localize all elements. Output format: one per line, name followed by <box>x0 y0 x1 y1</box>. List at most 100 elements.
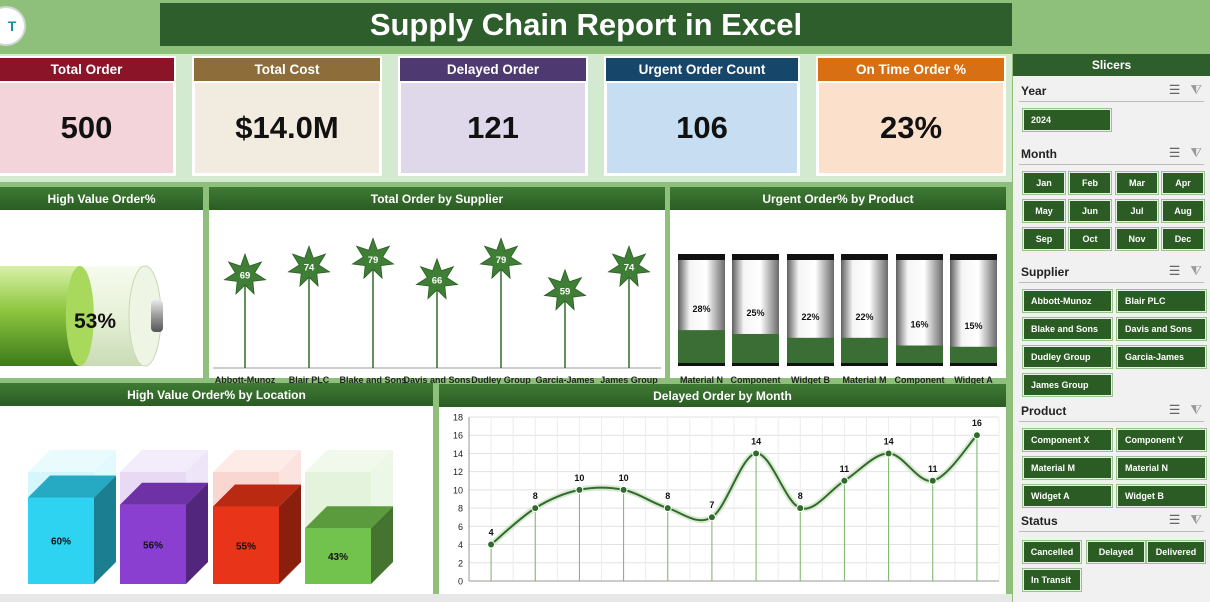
supplier-panel: Total Order by Supplier 69 Abbott-Munoz 74… <box>209 187 665 385</box>
urgent-chart-title: Urgent Order% by Product <box>670 187 1006 210</box>
slicer-chip-month[interactable]: May <box>1022 199 1066 223</box>
supplier-category-label: Dudley Group <box>471 375 531 385</box>
kpi-value: $14.0M <box>192 83 382 176</box>
slicer-title-supplier: Supplier <box>1021 265 1070 279</box>
supplier-star <box>351 237 395 280</box>
product-tube-base <box>841 363 888 366</box>
slicer-chip-product[interactable]: Component X <box>1022 428 1113 452</box>
slicer-chip-month[interactable]: Sep <box>1022 227 1066 251</box>
location-bar-front <box>28 497 94 584</box>
slicer-chip-month[interactable]: Jan <box>1022 171 1066 195</box>
clear-filter-icon[interactable]: ⧨ <box>1190 402 1202 417</box>
product-tube-cap <box>732 254 779 260</box>
product-tube-cap <box>678 254 725 260</box>
supplier-star <box>479 237 523 280</box>
delayed-point <box>531 504 540 513</box>
product-fill <box>950 346 997 366</box>
delayed-value-label: 10 <box>574 473 584 483</box>
y-tick-label: 0 <box>458 577 463 587</box>
slicer-chip-supplier[interactable]: Abbott-Munoz <box>1022 289 1113 313</box>
slicer-chip-status[interactable]: Delayed <box>1086 540 1146 564</box>
slicer-icons: ☰ ⧨ <box>1169 145 1202 161</box>
kpi-value: 23% <box>816 83 1006 176</box>
slicer-chip-product[interactable]: Material M <box>1022 456 1113 480</box>
slicer-chip-product[interactable]: Material N <box>1116 456 1207 480</box>
slicer-chip-product[interactable]: Component Y <box>1116 428 1207 452</box>
location-bar-side <box>279 484 301 584</box>
product-tube-base <box>732 363 779 366</box>
slicer-divider <box>1019 101 1204 102</box>
slicer-title-status: Status <box>1021 514 1058 528</box>
slicer-chip-status[interactable]: Cancelled <box>1022 540 1082 564</box>
multi-select-icon[interactable]: ☰ <box>1168 82 1181 97</box>
product-tube-cap <box>787 254 834 260</box>
product-tube-cap <box>896 254 943 260</box>
supplier-star <box>543 268 587 311</box>
location-value-label: 55% <box>236 541 256 552</box>
kpi-card: On Time Order % 23% <box>816 56 1006 178</box>
slicer-chip-month[interactable]: Mar <box>1115 171 1159 195</box>
slicer-chip-status[interactable]: In Transit <box>1022 568 1082 592</box>
delayed-point <box>663 504 672 513</box>
slicer-chip-year[interactable]: 2024 <box>1022 108 1112 132</box>
multi-select-icon[interactable]: ☰ <box>1168 263 1181 278</box>
multi-select-icon[interactable]: ☰ <box>1168 402 1181 417</box>
location-ghost-top <box>120 450 208 472</box>
product-value-label: 22% <box>855 312 873 322</box>
delayed-value-label: 8 <box>665 491 670 501</box>
supplier-star <box>223 252 267 296</box>
slicer-chip-supplier[interactable]: Davis and Sons <box>1116 317 1207 341</box>
y-tick-label: 4 <box>458 540 463 550</box>
high-value-title: High Value Order% <box>0 187 203 210</box>
slicer-chip-month[interactable]: Nov <box>1115 227 1159 251</box>
supplier-category-label: Blair PLC <box>289 375 330 385</box>
supplier-category-label: Davis and Sons <box>403 375 470 385</box>
slicer-chip-supplier[interactable]: James Group <box>1022 373 1113 397</box>
slicer-chip-product[interactable]: Widget B <box>1116 484 1207 508</box>
supplier-value-label: 79 <box>368 255 379 266</box>
delayed-point <box>884 449 893 458</box>
delayed-value-label: 11 <box>928 464 938 474</box>
clear-filter-icon[interactable]: ⧨ <box>1190 145 1202 160</box>
product-tube-base <box>787 363 834 366</box>
multi-select-icon[interactable]: ☰ <box>1168 512 1181 527</box>
slicers-header: Slicers <box>1013 54 1210 76</box>
location-bar-top <box>120 482 208 505</box>
supplier-value-label: 74 <box>624 263 635 274</box>
slicer-chip-supplier[interactable]: Garcia-James <box>1116 345 1207 369</box>
slicer-chip-month[interactable]: Apr <box>1161 171 1205 195</box>
supplier-value-label: 74 <box>304 263 315 274</box>
slicer-chip-product[interactable]: Widget A <box>1022 484 1113 508</box>
slicer-chip-month[interactable]: Dec <box>1161 227 1205 251</box>
delayed-value-label: 8 <box>798 491 803 501</box>
product-value-label: 28% <box>692 304 710 314</box>
slicer-chip-supplier[interactable]: Blake and Sons <box>1022 317 1113 341</box>
y-tick-label: 16 <box>453 431 463 441</box>
multi-select-icon[interactable]: ☰ <box>1168 145 1181 160</box>
slicer-chip-month[interactable]: Aug <box>1161 199 1205 223</box>
slicer-title-product: Product <box>1021 404 1067 418</box>
clear-filter-icon[interactable]: ⧨ <box>1190 82 1202 97</box>
delayed-point <box>575 485 584 494</box>
location-bar-side <box>371 506 393 584</box>
slicer-divider <box>1019 282 1204 283</box>
clear-filter-icon[interactable]: ⧨ <box>1190 263 1202 278</box>
kpi-label: On Time Order % <box>816 56 1006 83</box>
slicer-chip-supplier[interactable]: Blair PLC <box>1116 289 1207 313</box>
supplier-star <box>287 245 331 288</box>
slicer-chip-month[interactable]: Jun <box>1068 199 1112 223</box>
supplier-category-label: Blake and Sons <box>339 375 406 385</box>
slicer-chip-month[interactable]: Feb <box>1068 171 1112 195</box>
slicer-chip-month[interactable]: Jul <box>1115 199 1159 223</box>
slicer-chip-status[interactable]: Delivered <box>1146 540 1206 564</box>
slicer-title-month: Month <box>1021 147 1057 161</box>
clear-filter-icon[interactable]: ⧨ <box>1190 512 1202 527</box>
product-category-label: Widget B <box>791 375 830 385</box>
slicer-chip-month[interactable]: Oct <box>1068 227 1112 251</box>
slicer-chip-supplier[interactable]: Dudley Group <box>1022 345 1113 369</box>
sheet-strip <box>0 594 1012 602</box>
delayed-point <box>796 504 805 513</box>
battery-gauge: 53% <box>0 265 163 367</box>
slicer-title-year: Year <box>1021 84 1047 98</box>
location-value-label: 56% <box>143 540 163 551</box>
